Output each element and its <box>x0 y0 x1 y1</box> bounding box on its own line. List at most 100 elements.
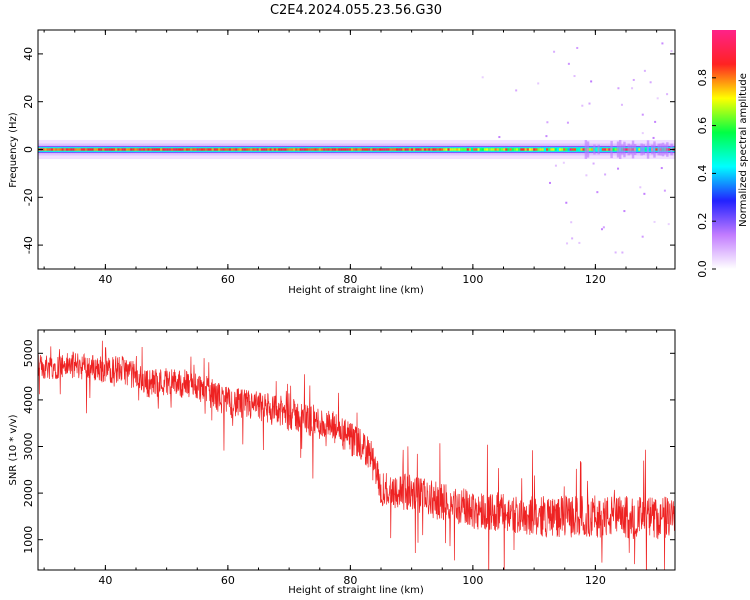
spectral-band-cell <box>513 148 517 151</box>
spectral-speckle <box>562 161 565 164</box>
spectral-band-cell <box>323 148 326 151</box>
spectral-band-cell <box>252 148 255 151</box>
spectral-band-cell <box>215 148 219 151</box>
spectral-band-cell <box>644 148 648 151</box>
spectral-band-cell <box>353 148 356 151</box>
spectral-band-cell <box>372 148 375 151</box>
spectral-band-cell <box>48 148 52 151</box>
spectral-band-cell <box>53 148 56 151</box>
spectral-band-cell <box>151 148 155 151</box>
spectral-band-cell <box>413 148 416 151</box>
spectral-band-cell <box>430 148 433 151</box>
spectral-band-cell <box>155 148 159 151</box>
spectral-band-cell <box>501 148 504 151</box>
spectral-band-cell <box>258 148 262 151</box>
colorbar-tick-label: 0.8 <box>696 69 709 87</box>
spectral-speckle <box>661 42 664 45</box>
spectral-band-cell <box>175 148 178 151</box>
spectral-band-cell <box>267 148 270 151</box>
spectral-band-cell <box>123 148 127 151</box>
spectral-band-cell <box>631 140 635 159</box>
spectral-band-cell <box>121 148 125 151</box>
spectrogram-ytick-label: -40 <box>22 236 35 254</box>
spectral-speckle <box>566 121 569 124</box>
spectral-band-cell <box>312 148 315 151</box>
spectral-band-cell <box>496 148 500 151</box>
spectral-band-cell <box>400 148 403 151</box>
spectrogram-ylabel: Frequency (Hz) <box>8 112 19 188</box>
spectral-band-cell <box>593 144 596 155</box>
snr-xtick-label: 80 <box>343 574 357 587</box>
spectral-band-cell <box>402 148 405 151</box>
spectral-band-cell <box>554 148 558 151</box>
spectral-band-cell <box>456 148 459 151</box>
spectrogram-xtick-label: 100 <box>462 273 483 286</box>
spectral-band-cell <box>254 148 257 151</box>
spectral-band-cell <box>100 148 103 151</box>
spectral-speckle <box>548 181 551 184</box>
spectral-band-cell <box>646 140 650 159</box>
spectral-band-cell <box>636 148 639 151</box>
colorbar-gradient <box>712 30 736 269</box>
spectral-band-cell <box>143 148 146 151</box>
spectral-band-cell <box>237 148 240 151</box>
spectral-speckle <box>656 97 659 100</box>
spectral-band-cell <box>524 148 528 151</box>
spectral-band-cell <box>93 148 97 151</box>
spectral-band-cell <box>192 148 195 151</box>
spectral-band-cell <box>494 148 498 151</box>
spectral-band-cell <box>595 148 598 151</box>
spectral-band-cell <box>282 148 285 151</box>
spectral-speckle <box>652 136 655 139</box>
spectral-band-cell <box>102 148 105 151</box>
spectral-band-cell <box>507 148 510 151</box>
spectral-band-cell <box>106 148 110 151</box>
spectral-band-cell <box>138 148 142 151</box>
spectral-band-cell <box>633 143 637 156</box>
colorbar-tick-label: 0.6 <box>696 117 709 135</box>
spectral-band-cell <box>188 148 191 151</box>
spectral-band-cell <box>344 148 347 151</box>
spectral-band-cell <box>552 148 555 151</box>
spectral-band-cell <box>428 148 431 151</box>
spectral-band-cell <box>653 141 656 158</box>
spectral-band-cell <box>346 148 350 151</box>
spectral-band-cell <box>408 148 412 151</box>
spectral-band-cell <box>374 148 378 151</box>
spectral-band-cell <box>166 148 170 151</box>
spectral-band-cell <box>119 148 122 151</box>
spectral-band-cell <box>398 148 401 151</box>
spectral-band-cell <box>616 141 620 158</box>
spectral-band-cell <box>132 148 135 151</box>
spectral-band-cell <box>117 148 120 151</box>
spectral-band-cell <box>666 142 669 157</box>
spectral-band-cell <box>42 148 45 151</box>
spectral-band-cell <box>275 148 279 151</box>
spectral-band-cell <box>378 148 382 151</box>
spectral-band-cell <box>269 148 272 151</box>
colorbar: 0.0 0.2 0.4 0.6 0.8 Normalized spectral ampl… <box>696 30 749 278</box>
spectral-band-cell <box>370 148 373 151</box>
spectral-speckle <box>653 220 656 223</box>
spectral-speckle <box>620 103 623 106</box>
spectral-band-cell <box>76 148 80 151</box>
snr-panel: 40 60 80 100 120 5000 4000 3000 2000 1000 Height … <box>8 329 676 596</box>
spectral-band-cell <box>162 148 165 151</box>
spectral-band-cell <box>404 148 408 151</box>
spectral-band-cell <box>533 148 536 151</box>
spectral-band-cell <box>224 148 227 151</box>
spectral-band-cell <box>417 148 420 151</box>
spectral-speckle <box>663 189 666 192</box>
spectral-band-cell <box>389 148 393 151</box>
spectral-band-cell <box>70 148 73 151</box>
spectral-band-cell <box>578 148 581 151</box>
spectral-band-cell <box>74 148 77 151</box>
spectral-band-cell <box>618 139 622 160</box>
spectrogram-ytick-label: 20 <box>22 95 35 109</box>
spectral-speckle <box>641 235 644 238</box>
spectral-band-cell <box>419 148 423 151</box>
spectral-band-cell <box>226 148 230 151</box>
spectral-band-cell <box>584 140 588 159</box>
spectral-band-cell <box>516 148 519 151</box>
